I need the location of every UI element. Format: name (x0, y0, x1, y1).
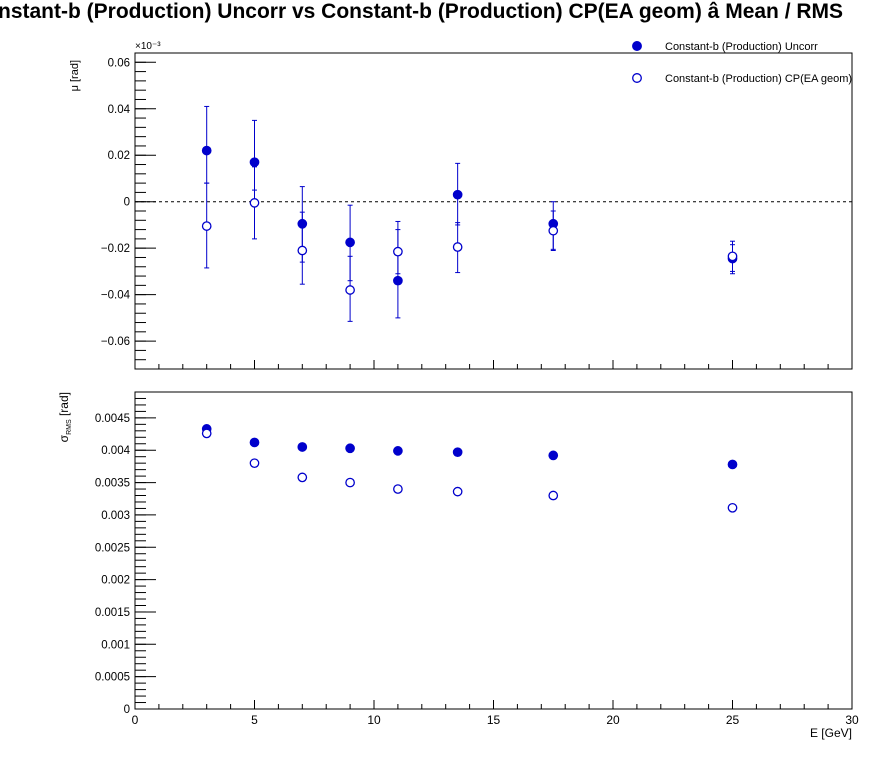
bottom-y-tick-label: 0.004 (101, 445, 130, 457)
bottom-y-tick-label: 0.0035 (95, 478, 130, 490)
top-point-cp-ea-geom (548, 225, 559, 236)
top-point-cp-ea-geom (393, 246, 403, 257)
bottom-y-tick-label: 0 (124, 704, 130, 716)
bottom-point-uncorr (727, 459, 738, 470)
top-point-cp-ea-geom (249, 198, 260, 208)
bottom-point-cp-ea-geom (452, 486, 463, 497)
bottom-point-cp-ea-geom (249, 458, 260, 469)
bottom-y-axis-label: σRMS [rad] (57, 392, 73, 442)
bottom-point-uncorr (249, 437, 260, 448)
x-tick-label: 30 (845, 713, 859, 727)
bottom-y-tick-label: 0.003 (101, 510, 130, 522)
bottom-point-cp-ea-geom (201, 428, 212, 439)
bottom-y-tick-label: 0.002 (101, 575, 130, 587)
top-y-tick-label: 0.06 (108, 57, 130, 69)
bottom-y-tick-label: 0.0045 (95, 413, 130, 425)
top-y-tick-label: 0.04 (108, 104, 131, 116)
top-y-tick-label: −0.04 (101, 290, 131, 302)
bottom-point-cp-ea-geom (548, 490, 559, 501)
top-point-cp-ea-geom (727, 251, 738, 262)
top-point-cp-ea-geom (452, 242, 463, 252)
bottom-point-cp-ea-geom (297, 472, 308, 483)
top-frame (134, 52, 853, 370)
bottom-y-tick-label: 0.0005 (95, 672, 130, 684)
top-point-cp-ea-geom (345, 285, 355, 295)
top-point-uncorr (249, 157, 260, 168)
x-tick-label: 20 (606, 713, 620, 727)
legend-entry-label: Constant-b (Production) Uncorr (665, 41, 818, 53)
x-tick-label: 10 (367, 713, 381, 727)
bottom-panel: 0.00450.0040.00350.0030.00250.0020.00150… (57, 391, 859, 740)
x-tick-label: 0 (132, 713, 139, 727)
bottom-point-uncorr (393, 446, 403, 456)
bottom-y-tick-label: 0.0015 (95, 607, 130, 619)
bottom-point-uncorr (452, 447, 463, 458)
top-point-cp-ea-geom (201, 221, 212, 231)
legend-marker-open (632, 73, 642, 83)
top-point-cp-ea-geom (297, 245, 308, 256)
bottom-point-cp-ea-geom (727, 502, 738, 513)
x-tick-label: 25 (726, 713, 740, 727)
x-tick-label: 15 (487, 713, 501, 727)
top-y-axis-label: μ [rad] (69, 60, 81, 91)
x-axis-label: E [GeV] (810, 726, 852, 740)
top-point-uncorr (393, 275, 403, 286)
top-point-uncorr (345, 237, 355, 248)
top-point-uncorr (452, 189, 463, 200)
legend-entry-label: Constant-b (Production) CP(EA geom) (665, 73, 852, 85)
bottom-frame (134, 391, 853, 710)
bottom-point-uncorr (345, 443, 355, 454)
top-point-uncorr (201, 145, 212, 156)
bottom-point-uncorr (297, 442, 308, 452)
bottom-point-cp-ea-geom (393, 484, 403, 494)
top-y-tick-label: 0.02 (108, 150, 130, 162)
top-y-tick-label: −0.02 (101, 243, 130, 255)
y-exponent-label: ×10⁻³ (135, 41, 161, 52)
top-y-tick-label: 0 (124, 197, 130, 209)
bottom-y-tick-label: 0.001 (101, 639, 130, 651)
chart-title-text: Constant-b (Production) Uncorr vs Consta… (0, 0, 844, 23)
bottom-point-uncorr (548, 450, 559, 461)
bottom-point-cp-ea-geom (345, 477, 355, 488)
legend-marker-filled (632, 41, 642, 51)
bottom-y-tick-label: 0.0025 (95, 542, 130, 554)
chart-title: Constant-b (Production) Uncorr vs Consta… (0, 0, 896, 34)
top-y-tick-label: −0.06 (101, 336, 130, 348)
top-panel: 0.06 0.04 0.02 0 −0.02 −0.04 −0.06 ×10⁻³ μ [rad]… (69, 41, 853, 370)
x-tick-label: 5 (251, 713, 258, 727)
